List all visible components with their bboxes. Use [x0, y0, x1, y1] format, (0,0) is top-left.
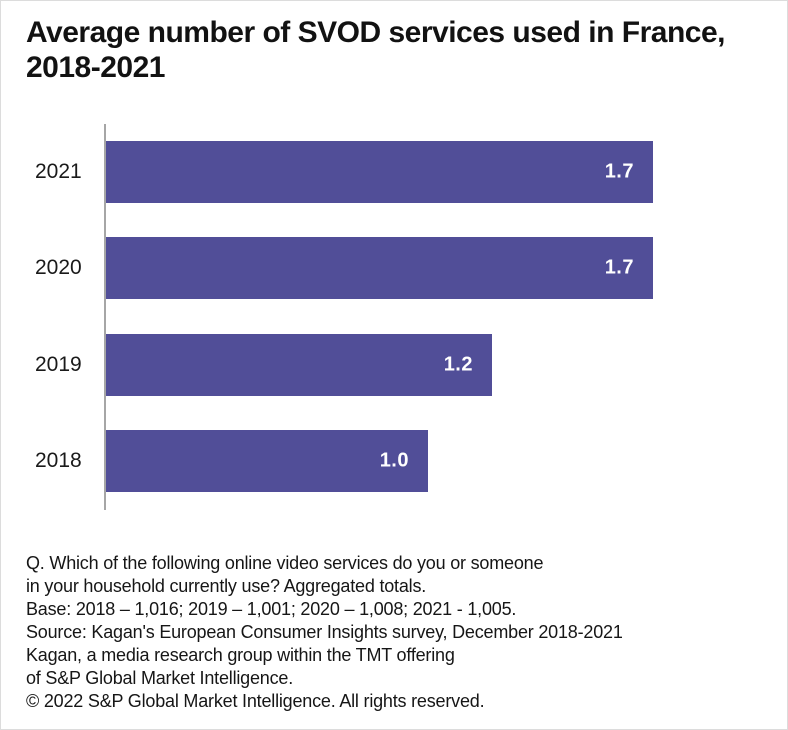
bar-track: 1.2: [106, 334, 766, 396]
bar-value-label: 1.2: [443, 353, 473, 376]
bar-value-label: 1.7: [604, 256, 634, 279]
y-axis-label: 2020: [35, 256, 82, 279]
footnote-question-line2: in your household currently use? Aggrega…: [26, 576, 427, 596]
bar-row-2019: 2019 1.2: [1, 317, 787, 413]
footnote-base: Base: 2018 – 1,016; 2019 – 1,001; 2020 –…: [26, 599, 517, 619]
footnote-kagan-line1: Kagan, a media research group within the…: [26, 645, 455, 665]
bar-2018: 1.0: [106, 430, 428, 492]
footnote-copyright: © 2022 S&P Global Market Intelligence. A…: [26, 691, 485, 711]
bar-value-label: 1.7: [604, 160, 634, 183]
bar-row-2018: 2018 1.0: [1, 413, 787, 509]
y-axis-label: 2018: [35, 449, 82, 472]
footnote-question-line1: Q. Which of the following online video s…: [26, 553, 544, 573]
bar-value-label: 1.0: [379, 449, 409, 472]
page-title: Average number of SVOD services used in …: [26, 15, 771, 85]
y-axis-line: [104, 124, 106, 510]
bar-2019: 1.2: [106, 334, 492, 396]
footnote-block: Q. Which of the following online video s…: [26, 552, 766, 713]
bar-chart: 2021 1.7 2020 1.7 2019 1.2: [1, 124, 787, 510]
bar-row-2020: 2020 1.7: [1, 220, 787, 316]
bar-2021: 1.7: [106, 141, 653, 203]
bar-track: 1.7: [106, 141, 766, 203]
footnote-kagan-line2: of S&P Global Market Intelligence.: [26, 668, 294, 688]
bar-row-2021: 2021 1.7: [1, 124, 787, 220]
y-axis-label: 2021: [35, 160, 82, 183]
bar-track: 1.0: [106, 430, 766, 492]
bar-2020: 1.7: [106, 237, 653, 299]
footnote-source: Source: Kagan's European Consumer Insigh…: [26, 622, 623, 642]
page-title-line2: 2018-2021: [26, 51, 165, 84]
y-axis-label: 2019: [35, 353, 82, 376]
bar-track: 1.7: [106, 237, 766, 299]
page-title-line1: Average number of SVOD services used in …: [26, 16, 726, 49]
